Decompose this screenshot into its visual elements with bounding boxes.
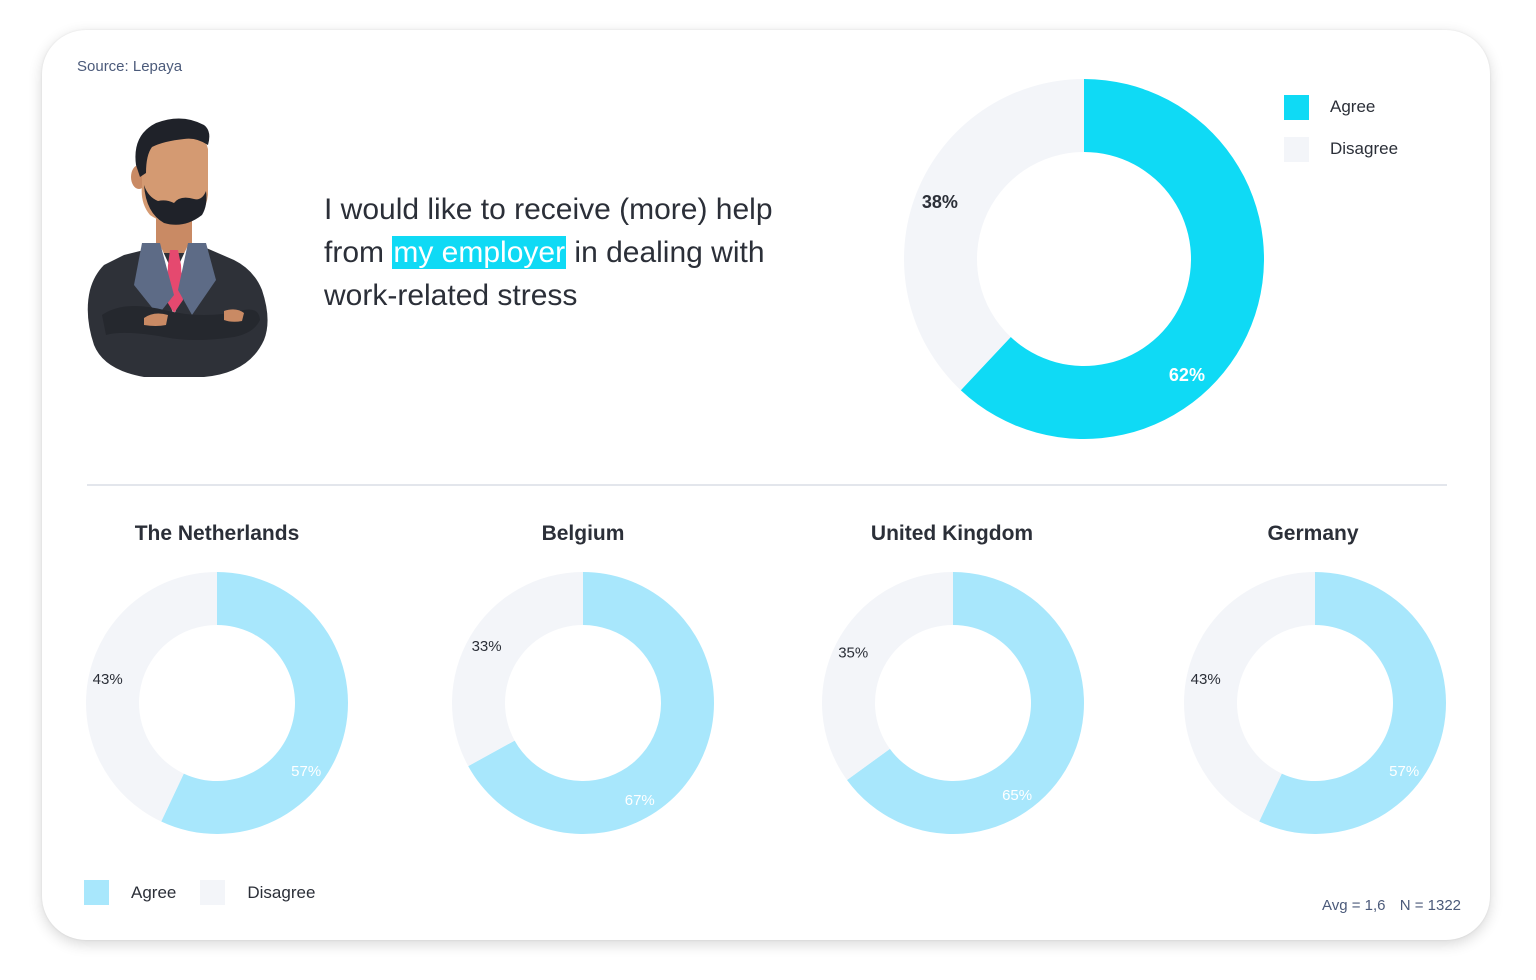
donut-slice-disagree bbox=[85, 572, 217, 822]
survey-stats: Avg = 1,6 N = 1322 bbox=[1322, 897, 1461, 914]
legend-swatch-agree bbox=[1284, 94, 1309, 120]
donut-slice-agree bbox=[468, 572, 714, 834]
average-value: Avg = 1,6 bbox=[1322, 897, 1386, 914]
source-text: Source: Lepaya bbox=[77, 58, 183, 75]
legend-label-agree: Agree bbox=[131, 882, 177, 902]
legend-item-disagree: Disagree bbox=[200, 880, 315, 905]
donut-label-disagree: 35% bbox=[838, 644, 868, 661]
donut-chart-belgium: 67% 33% bbox=[452, 572, 714, 834]
legend-item-agree: Agree bbox=[84, 880, 176, 905]
businessman-illustration bbox=[87, 118, 268, 377]
country-title-netherlands: The Netherlands bbox=[134, 522, 300, 545]
donut-label-agree: 57% bbox=[291, 763, 321, 780]
legend-bottom: Agree Disagree bbox=[84, 880, 339, 905]
donut-label-agree: 67% bbox=[625, 792, 655, 809]
sample-size: N = 1322 bbox=[1399, 897, 1461, 914]
legend-label-disagree: Disagree bbox=[1330, 139, 1399, 158]
donut-slice-disagree bbox=[903, 79, 1084, 391]
donut-label-disagree: 38% bbox=[922, 192, 958, 212]
legend-swatch-agree bbox=[84, 880, 109, 905]
country-title-belgium: Belgium bbox=[541, 522, 625, 545]
donut-slice-agree bbox=[847, 572, 1084, 834]
donut-label-disagree: 43% bbox=[93, 671, 123, 688]
donut-label-agree: 62% bbox=[1169, 365, 1205, 385]
donut-chart-netherlands: 57% 43% bbox=[85, 572, 348, 834]
donut-slice-agree bbox=[161, 572, 348, 834]
headline: I would like to receive (more) help from… bbox=[324, 188, 824, 317]
donut-slice-agree bbox=[960, 79, 1264, 439]
section-divider bbox=[87, 484, 1447, 486]
legend-label-agree: Agree bbox=[1330, 97, 1376, 116]
donut-label-disagree: 43% bbox=[1191, 671, 1221, 688]
legend-swatch-disagree bbox=[1284, 136, 1309, 162]
legend-item-disagree: Disagree bbox=[1284, 128, 1398, 170]
donut-chart-united-kingdom: 65% 35% bbox=[822, 572, 1084, 834]
donut-label-agree: 57% bbox=[1389, 763, 1419, 780]
country-title-germany: Germany bbox=[1267, 522, 1359, 545]
legend-item-agree: Agree bbox=[1284, 86, 1398, 128]
overall-donut-chart: 62% 38% bbox=[903, 79, 1264, 439]
country-title-united-kingdom: United Kingdom bbox=[870, 522, 1034, 545]
legend-label-disagree: Disagree bbox=[247, 882, 316, 902]
donut-slice-disagree bbox=[452, 572, 583, 767]
donut-label-disagree: 33% bbox=[472, 638, 502, 655]
donut-label-agree: 65% bbox=[1002, 787, 1032, 804]
donut-slice-disagree bbox=[822, 572, 953, 780]
headline-text-start: I would like to receive (more) help from bbox=[324, 193, 773, 269]
legend-swatch-disagree bbox=[200, 880, 226, 905]
donut-chart-germany: 57% 43% bbox=[1184, 572, 1446, 834]
headline-text-end: in dealing with work-related stress bbox=[324, 236, 765, 312]
donut-slice-disagree bbox=[1184, 572, 1315, 822]
legend-top: Agree Disagree bbox=[1284, 86, 1398, 170]
donut-slice-agree bbox=[1259, 572, 1446, 834]
headline-highlight: my employer bbox=[392, 236, 567, 269]
